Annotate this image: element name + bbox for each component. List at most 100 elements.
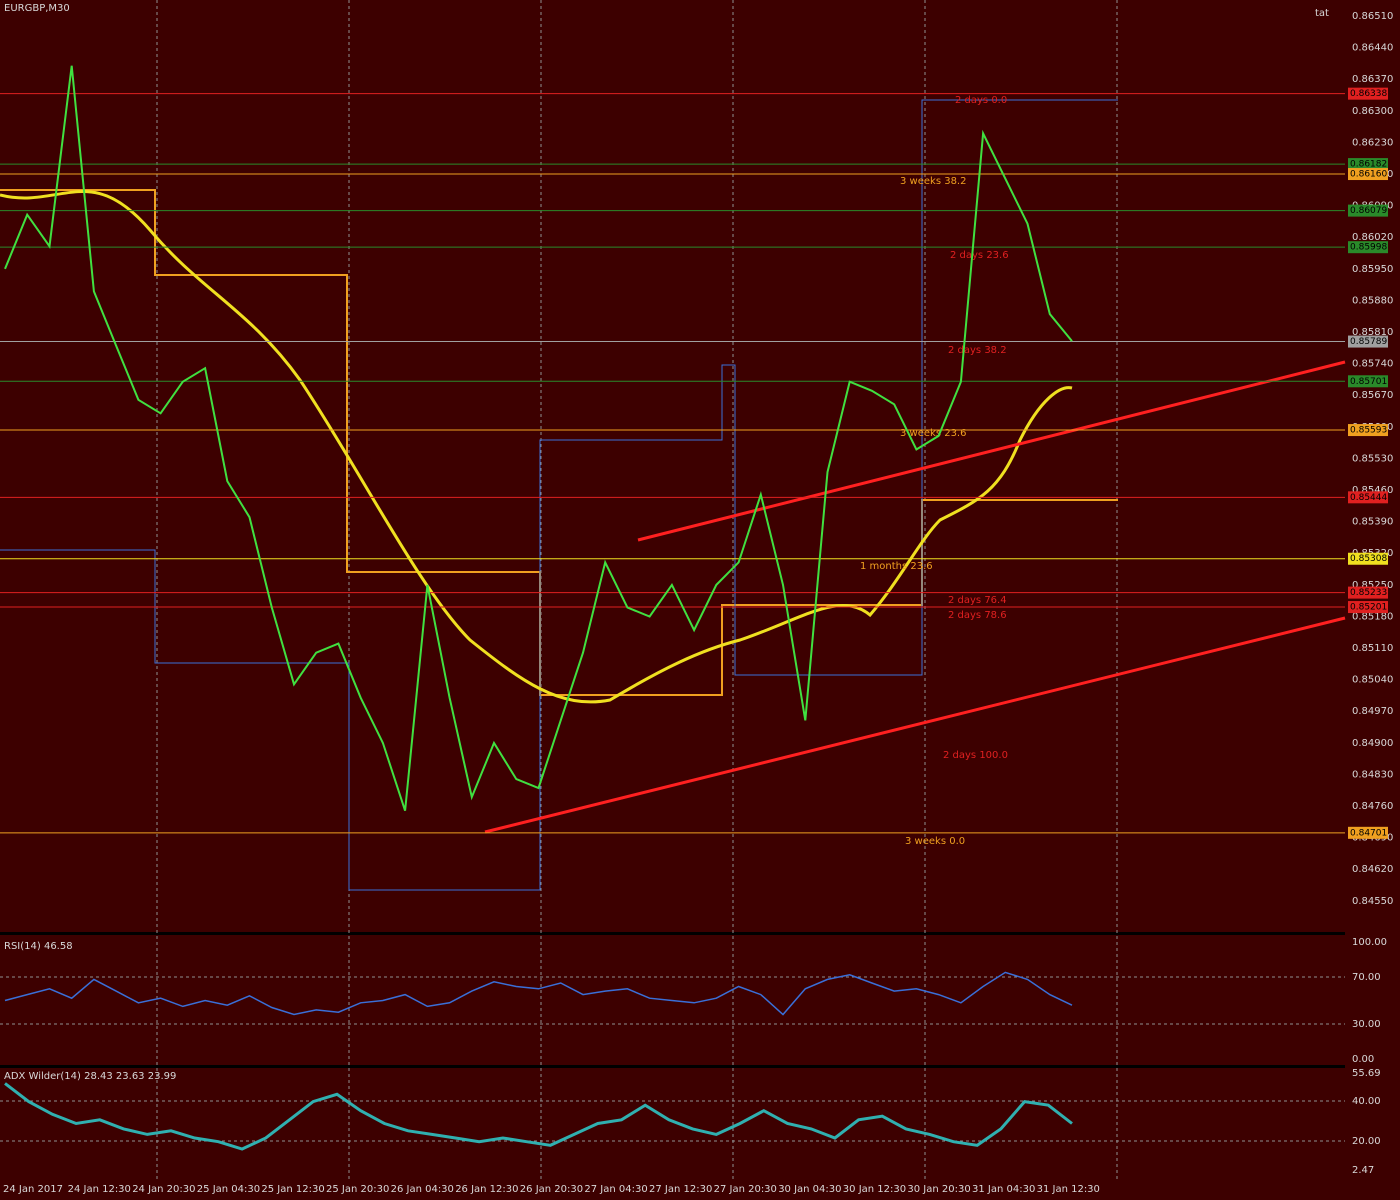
price-tick-label: 0.84900 bbox=[1352, 738, 1393, 749]
rsi-axis-label: 70.00 bbox=[1352, 972, 1381, 983]
price-tick-label: 0.85530 bbox=[1352, 453, 1393, 464]
level-tag-label: 0.84701 bbox=[1350, 828, 1387, 838]
fib-label: 3 weeks 23.6 bbox=[900, 428, 966, 439]
time-tick-label: 27 Jan 12:30 bbox=[649, 1184, 712, 1195]
trendline bbox=[484, 616, 1346, 834]
price-tick-label: 0.86510 bbox=[1352, 11, 1393, 22]
time-tick-label: 30 Jan 20:30 bbox=[907, 1184, 970, 1195]
level-tag bbox=[1348, 87, 1388, 100]
price-tick-label: 0.86440 bbox=[1352, 43, 1393, 54]
fib-label: 2 days 78.6 bbox=[948, 610, 1007, 621]
rsi-axis-label: 30.00 bbox=[1352, 1019, 1381, 1030]
adx-axis-label: 55.69 bbox=[1352, 1068, 1381, 1079]
price-tick-label: 0.85110 bbox=[1352, 643, 1393, 654]
time-tick-label: 30 Jan 12:30 bbox=[843, 1184, 906, 1195]
time-tick-label: 24 Jan 12:30 bbox=[68, 1184, 131, 1195]
price-tick-label: 0.86370 bbox=[1352, 74, 1393, 85]
time-tick-label: 24 Jan 20:30 bbox=[132, 1184, 195, 1195]
level-tag bbox=[1348, 335, 1388, 348]
price-tick-label: 0.85390 bbox=[1352, 517, 1393, 528]
time-tick-label: 30 Jan 04:30 bbox=[778, 1184, 841, 1195]
adx-axis-label: 40.00 bbox=[1352, 1096, 1381, 1107]
step-line-blue bbox=[0, 99, 1118, 891]
price-tick-label: 0.85040 bbox=[1352, 675, 1393, 686]
time-tick-label: 26 Jan 04:30 bbox=[391, 1184, 454, 1195]
level-tag-label: 0.85701 bbox=[1350, 377, 1387, 387]
time-tick-label: 26 Jan 20:30 bbox=[520, 1184, 583, 1195]
level-tag bbox=[1348, 204, 1388, 217]
time-tick-label: 25 Jan 12:30 bbox=[261, 1184, 324, 1195]
fib-label: 3 weeks 0.0 bbox=[905, 836, 965, 847]
symbol-title: EURGBP,M30 bbox=[4, 3, 70, 14]
price-axis-area bbox=[1345, 0, 1400, 1200]
price-tick-label: 0.84830 bbox=[1352, 769, 1393, 780]
price-tick-label: 0.84970 bbox=[1352, 706, 1393, 717]
level-tag bbox=[1348, 158, 1388, 171]
level-tag bbox=[1348, 826, 1388, 839]
adx-title: ADX Wilder(14) 28.43 23.63 23.99 bbox=[4, 1071, 176, 1082]
price-line bbox=[4, 65, 1073, 812]
level-tag bbox=[1348, 375, 1388, 388]
level-tag-label: 0.85998 bbox=[1350, 243, 1387, 253]
level-tag-label: 0.85233 bbox=[1350, 588, 1387, 598]
level-tag-label: 0.85789 bbox=[1350, 337, 1387, 347]
price-tick-label: 0.85810 bbox=[1352, 327, 1393, 338]
level-tag bbox=[1348, 586, 1388, 599]
time-tick-label: 31 Jan 12:30 bbox=[1037, 1184, 1100, 1195]
price-tick-label: 0.85740 bbox=[1352, 359, 1393, 370]
level-tag-label: 0.85444 bbox=[1350, 493, 1387, 503]
adx-line bbox=[4, 1082, 1073, 1151]
fib-label: 2 days 100.0 bbox=[943, 750, 1008, 761]
rsi-title: RSI(14) 46.58 bbox=[4, 941, 73, 952]
level-tag-label: 0.85308 bbox=[1350, 554, 1387, 564]
fib-label: 2 days 23.6 bbox=[950, 250, 1009, 261]
time-tick-label: 26 Jan 12:30 bbox=[455, 1184, 518, 1195]
level-tag-label: 0.86338 bbox=[1350, 89, 1387, 99]
price-tick-label: 0.85180 bbox=[1352, 611, 1393, 622]
level-tag bbox=[1348, 424, 1388, 437]
rsi-axis-label: 100.00 bbox=[1352, 937, 1387, 948]
fib-label: 1 months 23.6 bbox=[860, 561, 933, 572]
fib-label: 2 days 38.2 bbox=[948, 345, 1007, 356]
level-tag bbox=[1348, 601, 1388, 614]
time-tick-label: 25 Jan 20:30 bbox=[326, 1184, 389, 1195]
time-tick-label: 27 Jan 04:30 bbox=[584, 1184, 647, 1195]
level-tag-label: 0.86160 bbox=[1350, 170, 1387, 180]
time-tick-label: 31 Jan 04:30 bbox=[972, 1184, 1035, 1195]
price-tick-label: 0.85460 bbox=[1352, 485, 1393, 496]
time-tick-label: 27 Jan 20:30 bbox=[714, 1184, 777, 1195]
price-tick-label: 0.86300 bbox=[1352, 106, 1393, 117]
level-tag bbox=[1348, 491, 1388, 504]
user-label: tat bbox=[1315, 8, 1329, 19]
price-tick-label: 0.85880 bbox=[1352, 295, 1393, 306]
dynamic: 0.86510 0.86440 0.86370 0.86300 0.86230 0.861… bbox=[0, 11, 1393, 1195]
price-tick-label: 0.84760 bbox=[1352, 801, 1393, 812]
price-tick-label: 0.85950 bbox=[1352, 264, 1393, 275]
time-tick-label: 25 Jan 04:30 bbox=[197, 1184, 260, 1195]
rsi-axis-label: 0.00 bbox=[1352, 1054, 1374, 1065]
level-tag bbox=[1348, 552, 1388, 565]
price-tick-label: 0.85670 bbox=[1352, 390, 1393, 401]
adx-axis-label: 2.47 bbox=[1352, 1165, 1374, 1176]
price-tick-label: 0.84620 bbox=[1352, 864, 1393, 875]
time-axis-area bbox=[0, 1180, 1345, 1200]
time-tick-label: 24 Jan 2017 bbox=[3, 1184, 63, 1195]
rsi-line bbox=[4, 971, 1073, 1016]
price-tick-label: 0.86230 bbox=[1352, 137, 1393, 148]
level-tag-label: 0.86182 bbox=[1350, 160, 1387, 170]
fib-label: 3 weeks 38.2 bbox=[900, 176, 966, 187]
price-tick-label: 0.85250 bbox=[1352, 580, 1393, 591]
fib-label: 2 days 0.0 bbox=[955, 95, 1007, 106]
level-tag-label: 0.85201 bbox=[1350, 603, 1387, 613]
main-panel bbox=[0, 0, 1345, 932]
adx-panel bbox=[0, 1068, 1345, 1180]
level-tag-label: 0.85593 bbox=[1350, 426, 1387, 436]
adx-axis-label: 20.00 bbox=[1352, 1136, 1381, 1147]
price-tick-label: 0.84550 bbox=[1352, 896, 1393, 907]
level-tag bbox=[1348, 241, 1388, 254]
price-tick-label: 0.86020 bbox=[1352, 232, 1393, 243]
fib-label: 2 days 76.4 bbox=[948, 595, 1007, 606]
moving-average bbox=[0, 190, 1073, 704]
level-tag bbox=[1348, 168, 1388, 181]
